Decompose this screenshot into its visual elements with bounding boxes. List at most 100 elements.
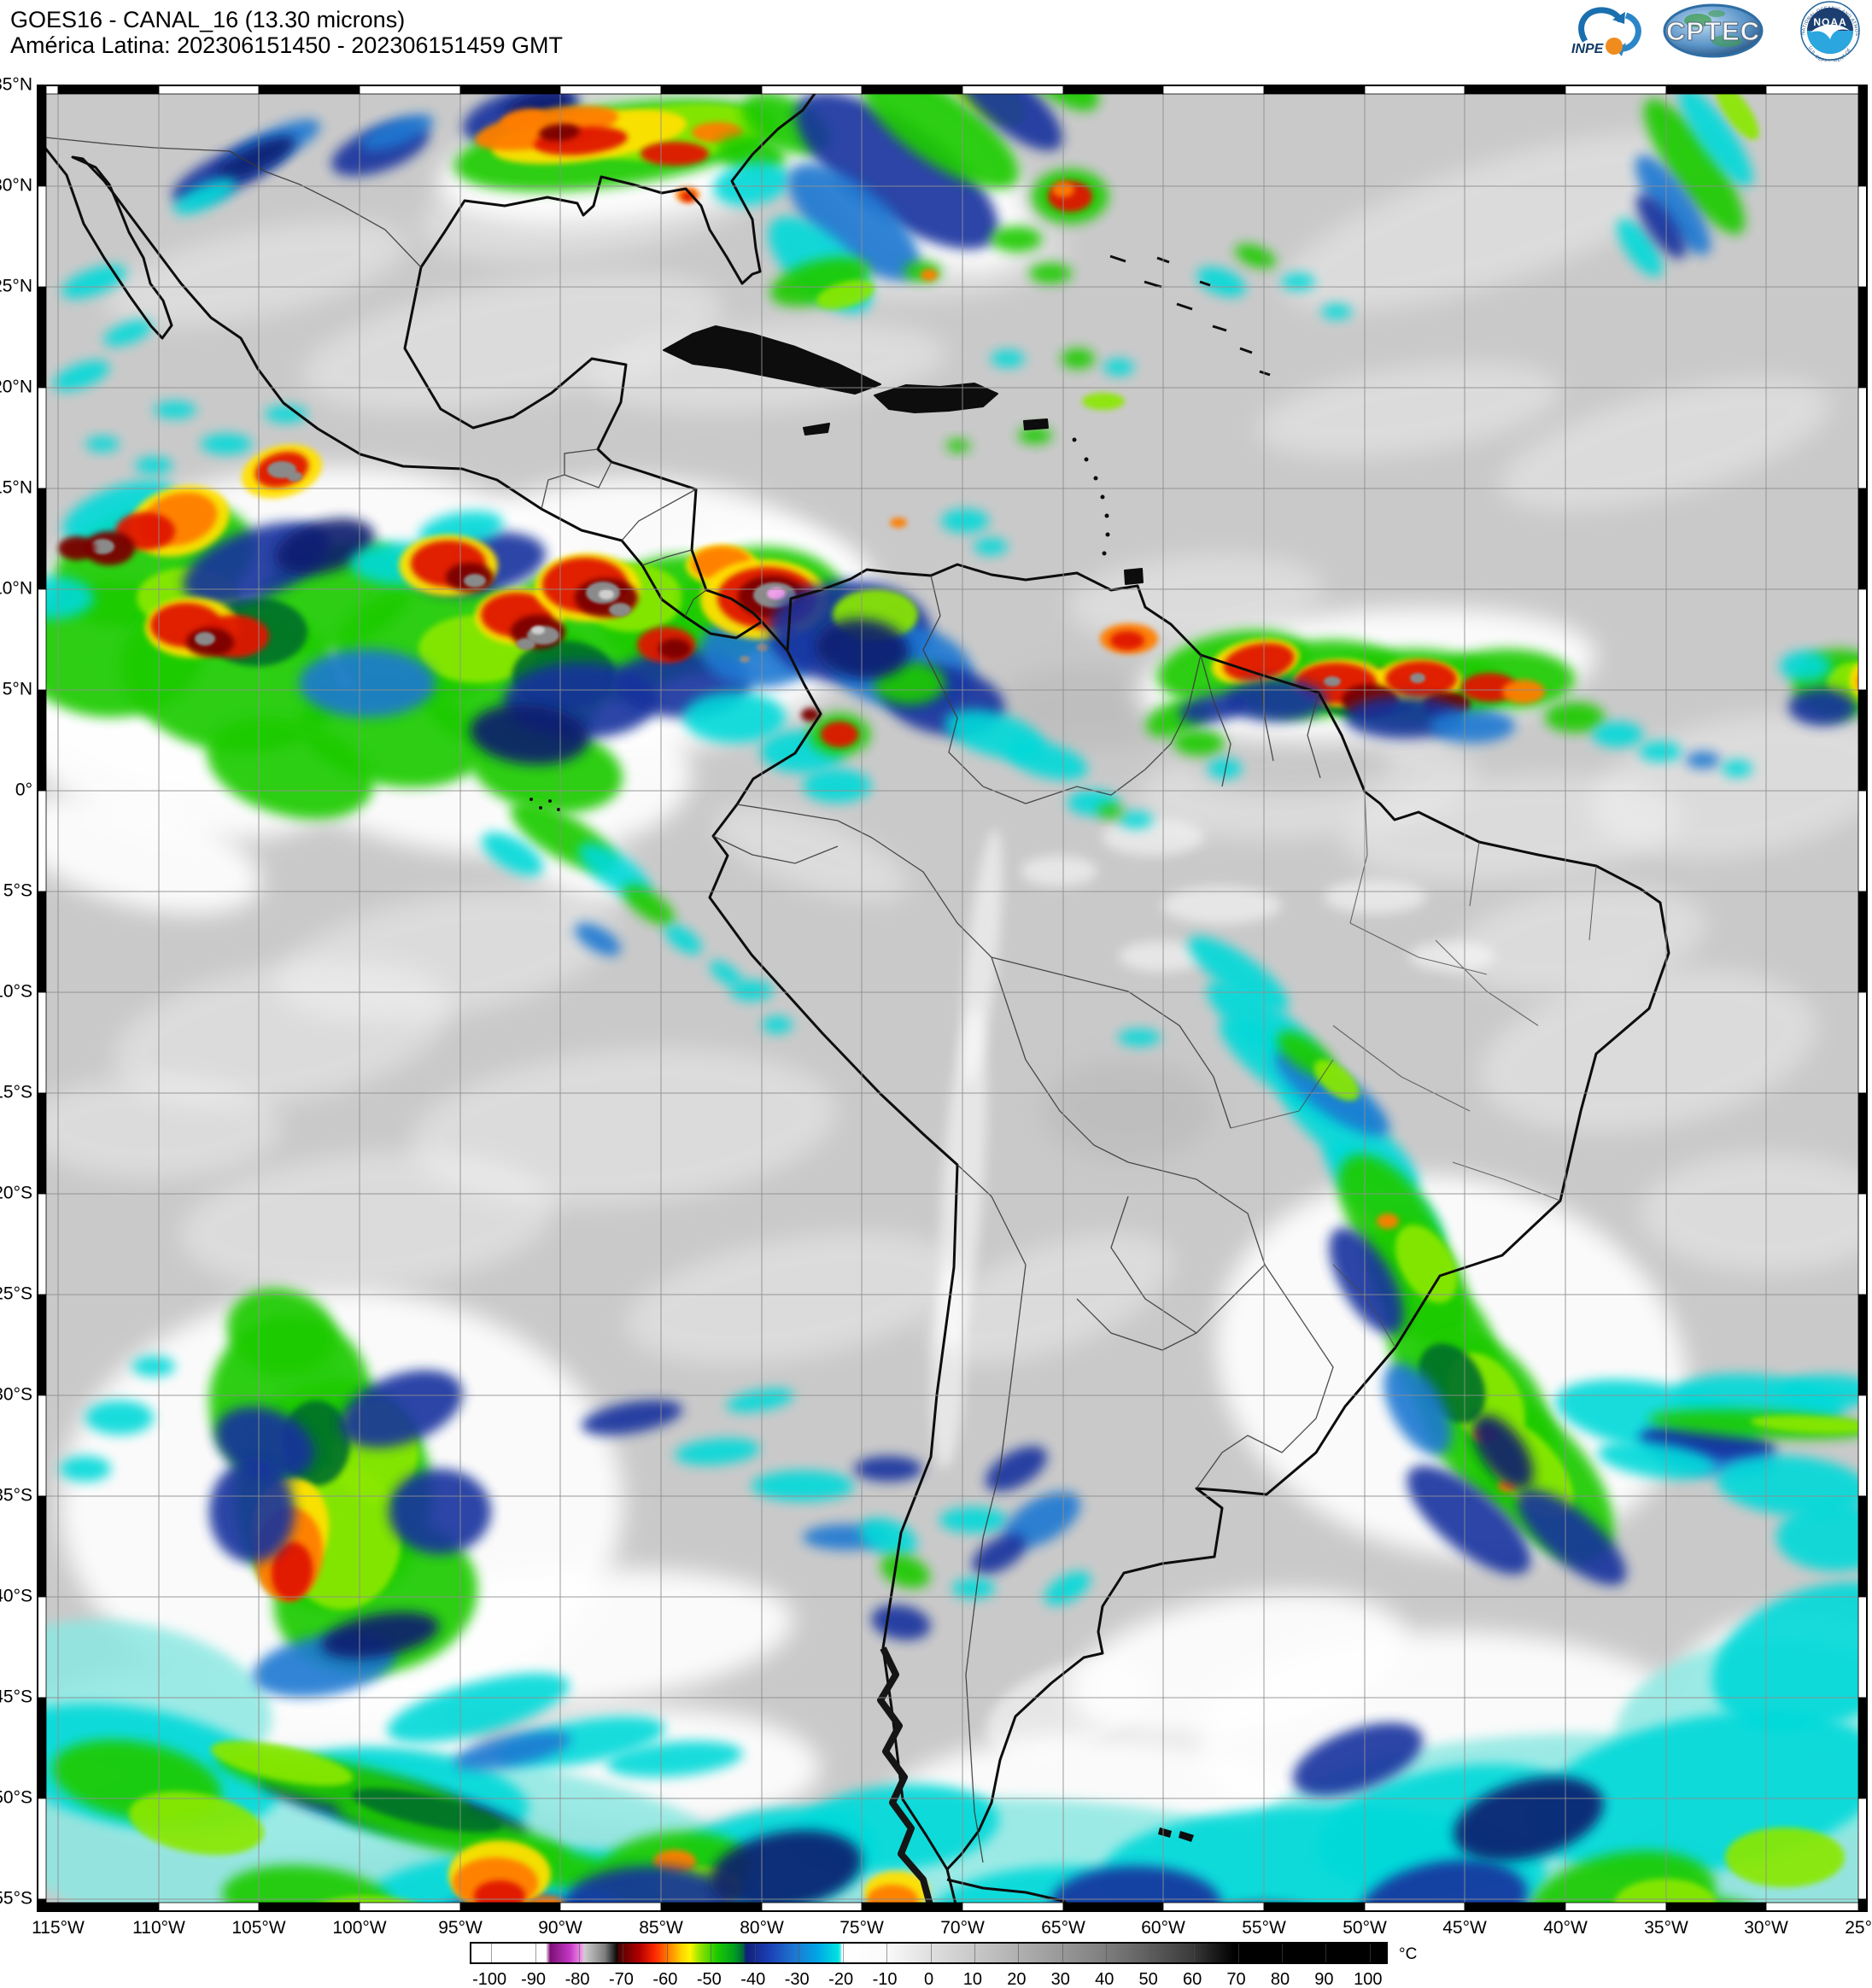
- image-subtitle: América Latina: 202306151450 - 202306151…: [10, 32, 563, 58]
- country-borders: [38, 136, 1334, 1863]
- lon-tick-label: 90°W: [538, 1918, 582, 1938]
- colorbar-tick-value: -20: [828, 1970, 854, 1988]
- colorbar-tick: [1194, 1944, 1196, 1962]
- lon-tick-label: 100°W: [332, 1918, 387, 1938]
- colorbar-tick-value: -80: [565, 1970, 590, 1988]
- lat-tick-label: 20°N: [0, 377, 32, 397]
- colorbar-tick: [1369, 1944, 1371, 1962]
- colorbar-tick: [754, 1944, 756, 1962]
- colorbar-tick: [1018, 1944, 1020, 1962]
- lat-tick-label: 30°N: [0, 175, 32, 196]
- lon-tick-label: 65°W: [1041, 1918, 1085, 1938]
- colorbar-tick-value: 30: [1050, 1970, 1070, 1988]
- header-titles: GOES16 - CANAL_16 (13.30 microns) Améric…: [10, 7, 563, 58]
- colorbar-tick: [1325, 1944, 1327, 1962]
- lat-tick-label: 50°S: [0, 1787, 32, 1808]
- colorbar-tick-value: -60: [652, 1970, 678, 1988]
- lon-tick-label: 25°W: [1845, 1918, 1872, 1938]
- colorbar-tick-value: -50: [696, 1970, 722, 1988]
- inpe-logo-text: INPE: [1571, 42, 1605, 56]
- falkland-islands: [1158, 1827, 1194, 1842]
- lon-tick-label: 110°W: [132, 1918, 185, 1938]
- cptec-logo-icon: CPTEC: [1663, 3, 1764, 58]
- lat-tick-label: 40°S: [0, 1586, 32, 1606]
- lon-tick-label: 115°W: [32, 1918, 85, 1938]
- lon-tick-label: 60°W: [1141, 1918, 1185, 1938]
- lat-tick-label: 10°S: [0, 981, 32, 1002]
- colorbar-tick-value: 40: [1095, 1970, 1114, 1988]
- colorbar-tick: [666, 1944, 668, 1962]
- brazil-state-borders: [1230, 791, 1597, 1348]
- colorbar-tick-value: -30: [784, 1970, 810, 1988]
- lon-tick-label: 35°W: [1644, 1918, 1688, 1938]
- colorbar-tick-value: -100: [472, 1970, 507, 1988]
- lat-tick-label: 25°S: [0, 1283, 32, 1304]
- lon-tick-label: 30°W: [1744, 1918, 1788, 1938]
- lon-tick-label: 45°W: [1442, 1918, 1487, 1938]
- lat-tick-label: 55°S: [0, 1888, 32, 1909]
- galapagos-dots: [529, 798, 560, 811]
- colorbar-tick: [930, 1944, 932, 1962]
- colorbar-tick-value: -10: [872, 1970, 898, 1988]
- colorbar-tick-value: 20: [1007, 1970, 1027, 1988]
- lat-tick-label: 45°S: [0, 1687, 32, 1707]
- lon-tick-label: 70°W: [940, 1918, 985, 1938]
- colorbar-unit: °C: [1399, 1945, 1418, 1963]
- lon-tick-label: 85°W: [639, 1918, 683, 1938]
- colorbar-tick-value: 10: [962, 1970, 983, 1988]
- lon-tick-label: 80°W: [740, 1918, 784, 1938]
- lon-tick-label: 95°W: [438, 1918, 483, 1938]
- lat-tick-label: 25°N: [0, 276, 32, 296]
- colorbar-tick: [1237, 1944, 1239, 1962]
- coastline-chile-fjords: [877, 1646, 935, 1911]
- colorbar-tick-value: -70: [608, 1970, 634, 1988]
- coastline-mexico-gulf-centralamerica: [403, 266, 763, 623]
- colorbar-tick: [535, 1944, 536, 1962]
- colorbar-tick-value: 60: [1182, 1970, 1202, 1988]
- cloud-layer: [38, 85, 1867, 1911]
- colorbar-tick-value: 0: [923, 1970, 934, 1988]
- temperature-colorbar: [470, 1942, 1388, 1964]
- lat-tick-label: 5°S: [3, 880, 32, 901]
- lat-tick-label: 20°S: [0, 1183, 32, 1203]
- lat-tick-label: 35°N: [0, 74, 32, 95]
- lat-tick-label: 0°: [15, 780, 32, 800]
- coastline-us-gulf-florida: [419, 85, 822, 285]
- lat-tick-label: 35°S: [0, 1485, 32, 1506]
- lat-tick-label: 5°N: [2, 679, 32, 699]
- colorbar-tick: [1106, 1944, 1108, 1962]
- inpe-logo-icon: INPE: [1571, 7, 1641, 56]
- map-frame: [37, 85, 1868, 1912]
- colorbar-tick: [1062, 1944, 1063, 1962]
- colorbar-tick-value: 90: [1314, 1970, 1334, 1988]
- geography-layer: [38, 85, 1670, 1911]
- coastline-islands-caribbean: [663, 325, 1144, 585]
- colorbar-tick: [886, 1944, 888, 1962]
- colorbar-tick-value: 100: [1354, 1970, 1383, 1988]
- lesser-antilles-dots: [1072, 437, 1110, 556]
- lat-tick-label: 15°N: [0, 477, 32, 498]
- lon-tick-label: 50°W: [1343, 1918, 1387, 1938]
- lat-tick-label: 15°S: [0, 1082, 32, 1102]
- colorbar-tick: [974, 1944, 975, 1962]
- graticule-layer: [38, 85, 1867, 1911]
- colorbar-tick: [1281, 1944, 1283, 1962]
- agency-logos: INPE CPTEC: [1563, 0, 1870, 65]
- cptec-logo-text: CPTEC: [1666, 16, 1760, 46]
- noaa-logo-text: NOAA: [1813, 16, 1846, 28]
- image-title: GOES16 - CANAL_16 (13.30 microns): [10, 7, 406, 32]
- lon-tick-label: 40°W: [1543, 1918, 1588, 1938]
- colorbar-tick: [842, 1944, 844, 1962]
- lon-tick-label: 75°W: [839, 1918, 884, 1938]
- colorbar-tick: [1150, 1944, 1151, 1962]
- lat-tick-label: 30°S: [0, 1384, 32, 1405]
- lat-tick-label: 10°N: [0, 578, 32, 599]
- colorbar-tick: [579, 1944, 581, 1962]
- colorbar-tick-value: -90: [521, 1970, 547, 1988]
- colorbar-tick-value: 70: [1226, 1970, 1246, 1988]
- coastline-southamerica-atlantic: [786, 563, 1670, 1871]
- coastline-pacific: [38, 137, 959, 1911]
- lon-tick-label: 55°W: [1242, 1918, 1286, 1938]
- colorbar-tick: [491, 1944, 493, 1962]
